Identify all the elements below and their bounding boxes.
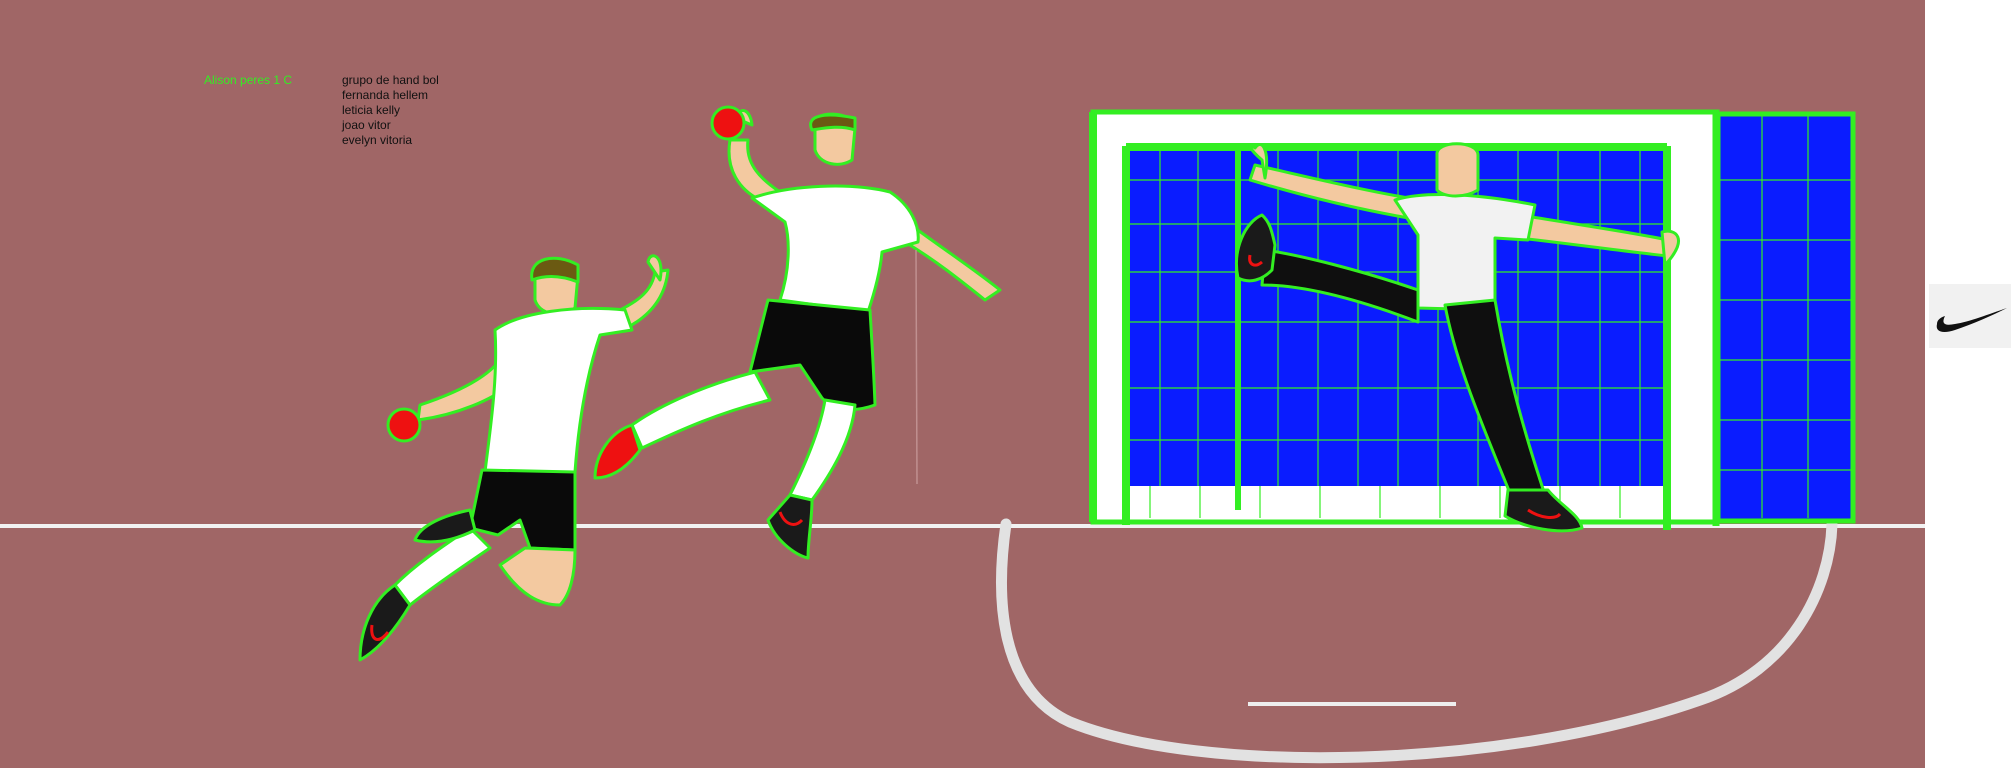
member-name: evelyn vitoria bbox=[342, 133, 413, 147]
logo-panel bbox=[1929, 284, 2011, 348]
goalkeeper-left-shoe bbox=[1235, 213, 1277, 283]
goalkeeper-shoe-swoosh bbox=[1248, 254, 1263, 267]
player-front-leg bbox=[498, 546, 577, 607]
player-back-shoe bbox=[358, 583, 412, 662]
thrower-shoe-swoosh bbox=[778, 511, 804, 526]
thrower-front-shoe bbox=[766, 493, 814, 560]
thrower-ball bbox=[710, 105, 746, 141]
jumping-player bbox=[358, 254, 670, 662]
goalkeeper bbox=[1235, 142, 1680, 533]
player-shoe-swoosh bbox=[370, 624, 390, 641]
goalkeeper-left-arm bbox=[1248, 163, 1422, 222]
jumping-thrower bbox=[593, 109, 1002, 560]
thrower-back-shoe bbox=[593, 423, 642, 480]
player-raised-arm bbox=[618, 268, 670, 328]
goalkeeper-right-shoe bbox=[1503, 488, 1584, 533]
group-title: grupo de hand bol bbox=[342, 73, 439, 87]
goalkeeper-left-leg bbox=[1260, 248, 1420, 324]
goalkeeper-head bbox=[1435, 142, 1480, 198]
player-front-shoe bbox=[413, 508, 477, 544]
player-ball bbox=[386, 407, 422, 443]
group-credits: grupo de hand bol fernanda hellem letici… bbox=[342, 73, 439, 148]
goalkeeper-right-hand bbox=[1660, 229, 1680, 267]
player-raised-hand bbox=[646, 254, 663, 282]
thrower-back-leg bbox=[630, 370, 772, 450]
author-credit: Alison peres 1 C bbox=[204, 73, 293, 87]
thrower-torso bbox=[750, 184, 920, 314]
swoosh-icon bbox=[1936, 308, 2007, 332]
member-name: fernanda hellem bbox=[342, 88, 429, 102]
member-name: joao vitor bbox=[342, 118, 391, 132]
thrower-shadow-line bbox=[915, 249, 918, 485]
goalkeeper-left-hand bbox=[1248, 143, 1269, 180]
player-torso bbox=[483, 306, 634, 474]
goalkeeper-torso bbox=[1393, 193, 1537, 312]
thrower-hair bbox=[809, 113, 857, 132]
player-hair bbox=[530, 256, 580, 284]
member-name: leticia kelly bbox=[342, 103, 401, 117]
goal-area-arc bbox=[996, 518, 1838, 764]
goalkeeper-shoe-swoosh-right bbox=[1527, 508, 1562, 519]
thrower-left-arm bbox=[903, 226, 1002, 302]
